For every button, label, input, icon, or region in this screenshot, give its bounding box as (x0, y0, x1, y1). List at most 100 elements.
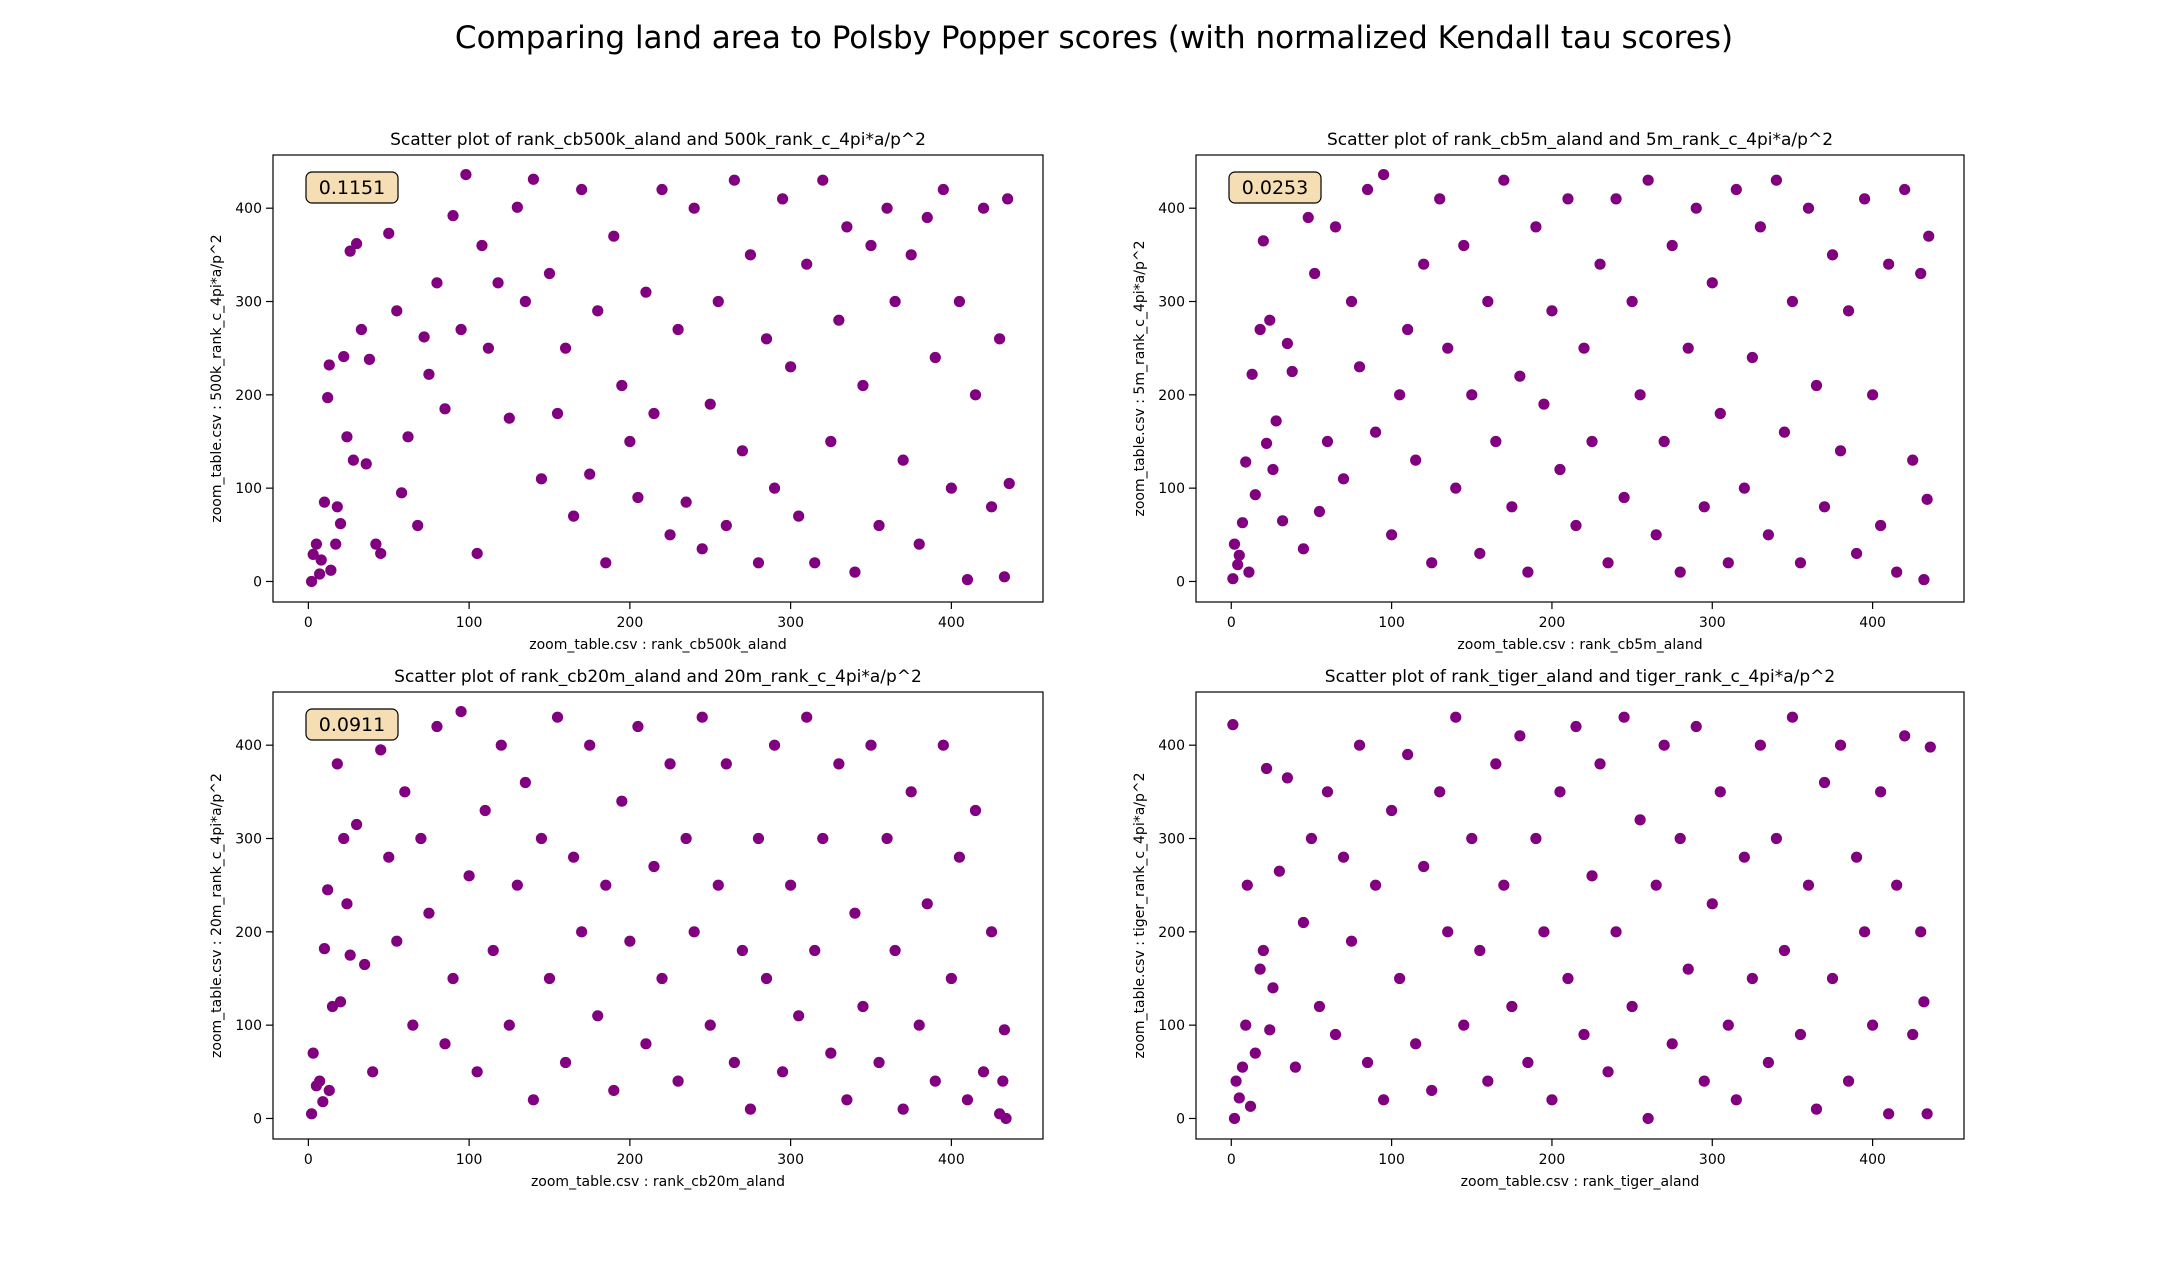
data-point (616, 795, 628, 807)
data-point (1754, 221, 1766, 233)
y-tick-label: 0 (1176, 1111, 1185, 1127)
data-point (1514, 370, 1526, 382)
y-axis-label: zoom_table.csv : 5m_rank_c_4pi*a/p^2 (1132, 241, 1148, 517)
data-point (314, 568, 326, 580)
data-point (535, 473, 548, 485)
data-point (809, 557, 821, 569)
data-point (632, 720, 644, 733)
data-point (1361, 1056, 1374, 1069)
data-point (969, 804, 982, 817)
data-point (600, 879, 612, 891)
score-badge-text: 0.0253 (1242, 177, 1308, 199)
data-point (1506, 501, 1518, 513)
data-point (881, 832, 893, 845)
data-point (897, 1103, 909, 1115)
data-point (712, 295, 724, 308)
data-point (584, 468, 596, 480)
data-point (344, 949, 356, 961)
data-point (317, 1096, 329, 1108)
data-point (921, 211, 933, 224)
data-point (543, 972, 556, 985)
data-point (350, 238, 363, 250)
data-point (1850, 547, 1863, 560)
data-point (833, 758, 845, 770)
data-point (1002, 193, 1014, 205)
score-badge (1228, 171, 1322, 204)
data-point (1273, 865, 1285, 877)
data-point (1921, 493, 1933, 505)
axes-frame (1195, 691, 1965, 1140)
subplot-title: Scatter plot of rank_tiger_aland and tig… (1325, 667, 1835, 687)
data-point (1302, 211, 1314, 224)
data-point (905, 249, 917, 261)
data-point (1394, 389, 1406, 401)
scatter-points (1227, 711, 1936, 1125)
data-point (1369, 879, 1382, 891)
y-axis-label: zoom_table.csv : 500k_rank_c_4pi*a/p^2 (209, 234, 225, 522)
data-point (463, 870, 475, 882)
data-point (1241, 879, 1253, 891)
data-point (1626, 1000, 1638, 1013)
data-point (1650, 529, 1662, 541)
data-point (439, 403, 451, 415)
x-tick-label: 400 (1859, 615, 1886, 631)
data-point (1802, 879, 1815, 891)
data-point (1570, 720, 1582, 733)
data-point (640, 286, 652, 298)
data-point (1377, 1094, 1390, 1106)
data-point (334, 996, 347, 1008)
data-point (961, 1094, 974, 1106)
data-point (1842, 1075, 1855, 1087)
data-point (322, 392, 334, 404)
y-tick-label: 400 (1158, 201, 1185, 217)
data-point (307, 548, 319, 561)
data-point (720, 758, 732, 770)
data-point (648, 407, 660, 420)
data-point (1602, 557, 1614, 569)
x-tick-label: 400 (938, 615, 965, 631)
data-point (455, 323, 467, 336)
data-point (1626, 295, 1638, 308)
data-point (1450, 482, 1462, 494)
data-point (1329, 1028, 1342, 1041)
x-tick-label: 400 (938, 1152, 965, 1168)
data-point (1714, 786, 1726, 798)
data-point (1297, 543, 1310, 555)
y-tick-label: 200 (235, 925, 262, 941)
data-point (344, 245, 356, 257)
data-point (1754, 739, 1766, 751)
data-point (314, 1075, 326, 1087)
score-badge-text: 0.1151 (319, 177, 385, 199)
data-point (1386, 529, 1398, 541)
data-point (1778, 426, 1791, 438)
data-point (1899, 730, 1911, 742)
data-point (305, 575, 318, 588)
data-point (1490, 758, 1502, 770)
data-point (1875, 519, 1887, 532)
data-point (801, 258, 813, 270)
y-axis-label: zoom_table.csv : tiger_rank_c_4pi*a/p^2 (1132, 772, 1148, 1058)
data-point (1570, 519, 1582, 532)
data-point (1794, 1028, 1807, 1041)
data-point (1850, 851, 1863, 863)
data-point (310, 538, 323, 550)
data-point (1260, 762, 1273, 775)
data-point (1377, 168, 1390, 181)
data-point (1233, 1092, 1245, 1104)
data-point (889, 295, 901, 308)
data-point (817, 174, 829, 186)
data-point (801, 711, 813, 723)
data-point (1490, 435, 1502, 448)
x-axis-label: zoom_table.csv : rank_cb500k_aland (529, 637, 786, 653)
data-point (331, 501, 343, 513)
data-point (1858, 193, 1871, 205)
data-point (985, 501, 998, 513)
data-point (431, 277, 443, 289)
score-badge-text: 0.0911 (319, 714, 385, 736)
data-point (375, 744, 387, 756)
data-point (1883, 258, 1895, 270)
data-point (503, 1019, 515, 1031)
data-point (608, 1084, 620, 1097)
data-point (471, 1066, 483, 1078)
data-point (1264, 1024, 1276, 1036)
